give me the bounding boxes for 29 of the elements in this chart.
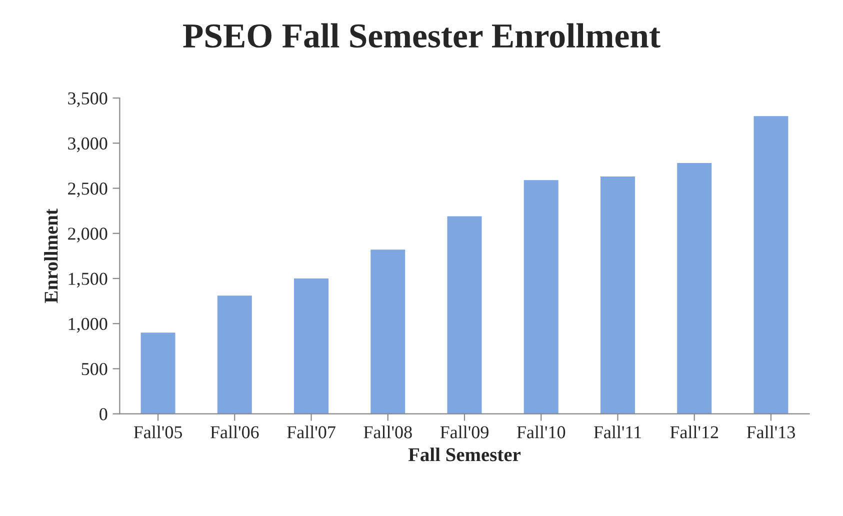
y-tick-label: 2,000 [68, 228, 108, 242]
bar [370, 250, 406, 414]
y-tick-label: 1,000 [68, 318, 108, 333]
y-tick-label: 1,500 [68, 272, 108, 288]
y-tick-label: 3,000 [68, 137, 108, 152]
x-axis-title: Fall Semester [408, 448, 520, 462]
x-tick-label: Fall'09 [440, 426, 488, 438]
x-tick-label: Fall'13 [746, 426, 795, 438]
x-tick-label: Fall'11 [594, 426, 642, 438]
x-tick-label: Fall'05 [134, 426, 182, 438]
bar [524, 180, 558, 414]
y-tick-label: 0 [100, 408, 108, 420]
y-axis-title: Enrollment [44, 208, 58, 303]
bar [677, 163, 712, 414]
bar [600, 176, 635, 414]
x-tick-label: Fall'10 [516, 426, 566, 438]
chart-title: PSEO Fall Semester Enrollment [183, 23, 660, 48]
bar [447, 216, 482, 414]
bar [294, 278, 328, 414]
y-tick-label: 2,500 [68, 182, 108, 198]
bar [754, 116, 788, 414]
y-tick-label: 3,500 [68, 92, 108, 108]
y-tick-label: 500 [82, 362, 108, 376]
x-tick-label: Fall'07 [287, 426, 336, 438]
bar [140, 332, 176, 414]
x-tick-label: Fall'12 [670, 426, 718, 438]
bar [217, 296, 252, 414]
x-tick-label: Fall'06 [210, 426, 259, 438]
x-tick-label: Fall'08 [364, 426, 412, 438]
